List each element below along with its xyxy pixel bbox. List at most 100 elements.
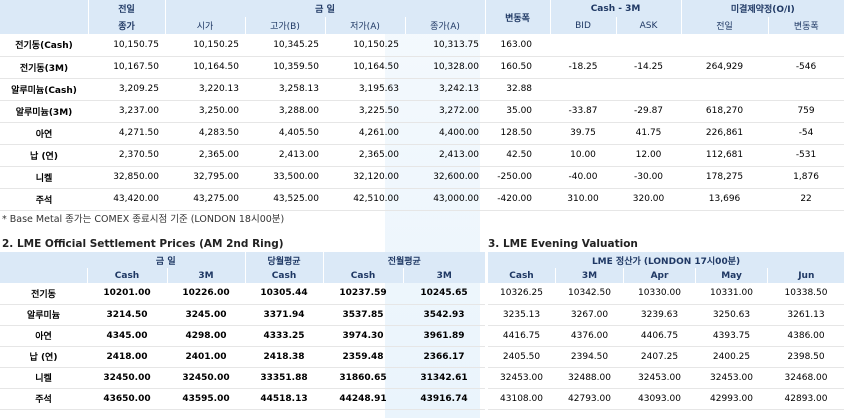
cell-change: 160.50	[485, 56, 551, 79]
settle-cell: 2359.48	[323, 346, 404, 368]
header-open: 시가	[164, 17, 245, 34]
cell-bid: 310.00	[550, 188, 617, 211]
evening-subheader: Jun	[766, 268, 844, 283]
cell-ask: -30.00	[616, 166, 682, 189]
table-row: 10326.25 10342.50 10330.00 10331.00 10338.50	[487, 283, 844, 305]
evening-header: LME 정산가 (LONDON 17시00분)	[487, 252, 844, 268]
settle-cell: 32450.00	[167, 367, 246, 389]
settle-cell: 31342.61	[403, 367, 486, 389]
cell-close: 32,600.00	[405, 166, 486, 189]
settle-cell: 33351.88	[245, 367, 324, 389]
evening-cell: 10326.25	[487, 283, 556, 305]
cell-high: 33,500.00	[245, 166, 325, 189]
cell-oi: 178,275	[681, 166, 769, 189]
settlement-title: 2. LME Official Settlement Prices (AM 2n…	[2, 238, 284, 250]
settle-cell: 2366.17	[403, 346, 486, 368]
cell-ask: 12.00	[616, 144, 682, 167]
cell-prev: 4,271.50	[88, 122, 165, 145]
cell-bid: 39.75	[550, 122, 617, 145]
table-row: 아연 4345.00 4298.00 4333.25 3974.30 3961.89	[0, 325, 486, 347]
settle-cell: 10245.65	[403, 283, 486, 305]
cell-bid: -40.00	[550, 166, 617, 189]
cell-open: 3,220.13	[165, 78, 245, 101]
cell-close: 3,242.13	[405, 78, 486, 101]
settlement-table: 금 일 당월평균 전월평균 Cash 3M Cash Cash 3M 전기동 10201.…	[0, 252, 486, 410]
evening-cell: 10331.00	[695, 283, 768, 305]
settle-cell: 4298.00	[167, 325, 246, 347]
row-label: 전기동(3M)	[0, 56, 88, 79]
cell-oi_change	[768, 78, 844, 101]
evening-cell: 2394.50	[555, 346, 624, 368]
cell-low: 10,164.50	[325, 56, 405, 79]
cell-low: 2,365.00	[325, 144, 405, 167]
settle-cell: 3961.89	[403, 325, 486, 347]
settle-cell: 4333.25	[245, 325, 324, 347]
evening-subheader: Cash	[487, 268, 556, 283]
cell-bid: -18.25	[550, 56, 617, 79]
settle-subheader: Cash	[86, 268, 167, 283]
row-label: 니켈	[0, 367, 87, 389]
cell-oi_change: 759	[768, 100, 844, 123]
table-row: 전기동(Cash) 10,150.75 10,150.25 10,345.25 10,1…	[0, 34, 844, 57]
cell-prev: 3,237.00	[88, 100, 165, 123]
table-row: 전기동(3M) 10,167.50 10,164.50 10,359.50 10,164…	[0, 56, 844, 79]
cell-oi: 112,681	[681, 144, 769, 167]
row-label: 주석	[0, 188, 88, 211]
cell-prev: 32,850.00	[88, 166, 165, 189]
settle-cell: 31860.65	[323, 367, 404, 389]
cell-oi_change: 22	[768, 188, 844, 211]
evening-cell: 42793.00	[555, 388, 624, 410]
header-oi-prev: 전일	[680, 17, 769, 34]
cell-oi_change: -546	[768, 56, 844, 79]
cell-prev: 43,420.00	[88, 188, 165, 211]
header-bid: BID	[549, 17, 617, 34]
table-row: 아연 4,271.50 4,283.50 4,405.50 4,261.00 4,400.…	[0, 122, 844, 145]
evening-cell: 32453.00	[623, 367, 696, 389]
settle-cell: 10201.00	[87, 283, 167, 305]
settle-subheader: 3M	[402, 268, 486, 283]
table-row: 2405.50 2394.50 2407.25 2400.25 2398.50	[487, 346, 844, 368]
cell-oi_change	[768, 34, 844, 57]
cell-close: 4,400.00	[405, 122, 486, 145]
row-label: 알루미늄(3M)	[0, 100, 88, 123]
settle-cell: 3542.93	[403, 304, 486, 326]
cell-prev: 10,150.75	[88, 34, 165, 57]
evening-cell: 43108.00	[487, 388, 556, 410]
cell-change: 128.50	[485, 122, 551, 145]
row-label: 전기동(Cash)	[0, 34, 88, 57]
header-high: 고가(B)	[244, 17, 325, 34]
settle-cell: 43916.74	[403, 388, 486, 410]
cell-change: 32.88	[485, 78, 551, 101]
evening-cell: 32453.00	[487, 367, 556, 389]
cell-high: 2,413.00	[245, 144, 325, 167]
cell-change: 42.50	[485, 144, 551, 167]
cell-open: 32,795.00	[165, 166, 245, 189]
evening-cell: 3250.63	[695, 304, 768, 326]
cell-ask: 41.75	[616, 122, 682, 145]
evening-cell: 4376.00	[555, 325, 624, 347]
cell-oi: 226,861	[681, 122, 769, 145]
cell-oi: 618,270	[681, 100, 769, 123]
cell-open: 10,150.25	[165, 34, 245, 57]
settle-header-today: 금 일	[87, 252, 246, 268]
cell-bid	[550, 78, 617, 101]
row-label: 아연	[0, 122, 88, 145]
settle-cell: 2401.00	[167, 346, 246, 368]
header-prev-close: 종가	[87, 17, 165, 34]
cell-change: 163.00	[485, 34, 551, 57]
footnote: * Base Metal 종가는 COMEX 종료시점 기준 (LONDON 1…	[2, 214, 285, 225]
table-row: 주석 43650.00 43595.00 44518.13 44248.91 43916.…	[0, 388, 486, 410]
header-change: 변동폭	[484, 0, 551, 34]
cell-low: 3,195.63	[325, 78, 405, 101]
settle-cell: 3245.00	[167, 304, 246, 326]
cell-oi_change: 1,876	[768, 166, 844, 189]
cell-change: 35.00	[485, 100, 551, 123]
cell-open: 4,283.50	[165, 122, 245, 145]
settle-cell: 3537.85	[323, 304, 404, 326]
settle-subheader: Cash	[244, 268, 324, 283]
header-ask: ASK	[615, 17, 682, 34]
cell-high: 10,345.25	[245, 34, 325, 57]
header-low: 저가(A)	[324, 17, 405, 34]
evening-cell: 2398.50	[767, 346, 844, 368]
row-label: 아연	[0, 325, 87, 347]
